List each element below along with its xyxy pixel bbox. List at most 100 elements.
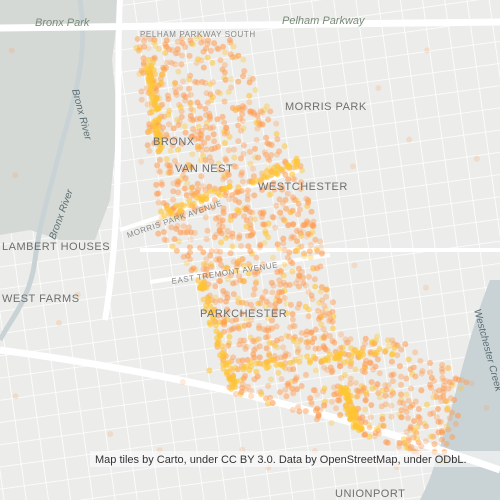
dot bbox=[284, 381, 291, 388]
dot bbox=[211, 188, 218, 195]
dot bbox=[251, 216, 258, 223]
dot bbox=[174, 162, 181, 169]
dot bbox=[175, 122, 182, 129]
dot bbox=[253, 136, 260, 143]
dot bbox=[403, 408, 410, 415]
dot bbox=[435, 418, 442, 425]
dot bbox=[235, 78, 242, 85]
dot bbox=[373, 425, 380, 432]
dot bbox=[209, 79, 216, 86]
dot bbox=[175, 68, 182, 75]
dot bbox=[246, 263, 253, 270]
dot bbox=[204, 227, 211, 234]
dot bbox=[229, 233, 236, 240]
dot bbox=[245, 243, 252, 250]
dot bbox=[295, 404, 302, 411]
dot bbox=[211, 234, 218, 241]
dot bbox=[240, 125, 247, 132]
dot bbox=[270, 179, 277, 186]
dot bbox=[390, 371, 397, 378]
dot bbox=[290, 390, 297, 397]
dot bbox=[383, 386, 390, 393]
dot bbox=[240, 142, 247, 149]
dot bbox=[193, 189, 200, 196]
dot bbox=[215, 312, 222, 319]
dot bbox=[172, 61, 179, 68]
dot bbox=[261, 149, 268, 156]
dot bbox=[320, 364, 327, 371]
dot bbox=[203, 119, 210, 126]
dot bbox=[249, 75, 256, 82]
dot bbox=[236, 341, 243, 348]
dot bbox=[257, 241, 264, 248]
dot bbox=[215, 160, 222, 167]
dot bbox=[313, 246, 320, 253]
dot bbox=[291, 176, 298, 183]
dot bbox=[227, 250, 234, 257]
dot bbox=[305, 306, 312, 313]
dot bbox=[217, 57, 224, 64]
dot bbox=[229, 230, 236, 237]
dot bbox=[278, 375, 285, 382]
dot bbox=[346, 398, 353, 405]
dot bbox=[292, 356, 299, 363]
dot bbox=[269, 213, 276, 220]
dot bbox=[253, 368, 260, 375]
dot bbox=[375, 427, 382, 434]
dot bbox=[362, 419, 369, 426]
label: PELHAM PARKWAY SOUTH bbox=[140, 30, 256, 39]
dot bbox=[267, 191, 274, 198]
dot bbox=[287, 301, 294, 308]
dot bbox=[296, 408, 303, 415]
dot bbox=[282, 352, 289, 359]
dot bbox=[205, 37, 212, 44]
dot bbox=[234, 323, 241, 330]
dot bbox=[302, 221, 309, 228]
dot bbox=[315, 345, 322, 352]
dot bbox=[408, 444, 415, 451]
dot bbox=[220, 208, 227, 215]
dot bbox=[221, 98, 228, 105]
dot bbox=[263, 151, 270, 158]
dot bbox=[173, 247, 180, 254]
dot bbox=[182, 94, 189, 101]
dot bbox=[262, 230, 269, 237]
dot bbox=[288, 233, 295, 240]
dot bbox=[215, 46, 222, 53]
dot bbox=[213, 215, 220, 222]
dot bbox=[267, 357, 274, 364]
dot bbox=[297, 354, 304, 361]
dot bbox=[161, 236, 168, 243]
dot bbox=[199, 79, 206, 86]
dot bbox=[457, 385, 464, 392]
dot bbox=[421, 420, 428, 427]
dot bbox=[294, 247, 301, 254]
dot bbox=[323, 366, 330, 373]
dot bbox=[233, 106, 240, 113]
dot bbox=[247, 248, 254, 255]
dot bbox=[404, 414, 411, 421]
dot bbox=[172, 85, 179, 92]
dot bbox=[431, 441, 438, 448]
dot bbox=[250, 291, 257, 298]
dot bbox=[250, 306, 257, 313]
dot bbox=[262, 395, 269, 402]
dot bbox=[154, 92, 161, 99]
dot bbox=[303, 328, 310, 335]
dot bbox=[322, 357, 329, 364]
dot bbox=[382, 347, 389, 354]
dot bbox=[146, 147, 153, 154]
dot bbox=[214, 116, 221, 123]
dot bbox=[167, 148, 174, 155]
dot bbox=[289, 316, 296, 323]
dot bbox=[257, 360, 264, 367]
dot bbox=[248, 316, 255, 323]
dot bbox=[138, 96, 145, 103]
dot bbox=[174, 46, 181, 53]
dot bbox=[166, 169, 173, 176]
dot bbox=[438, 436, 445, 443]
dot bbox=[251, 376, 258, 383]
dot bbox=[200, 183, 207, 190]
dot bbox=[341, 359, 348, 366]
dot bbox=[198, 39, 205, 46]
